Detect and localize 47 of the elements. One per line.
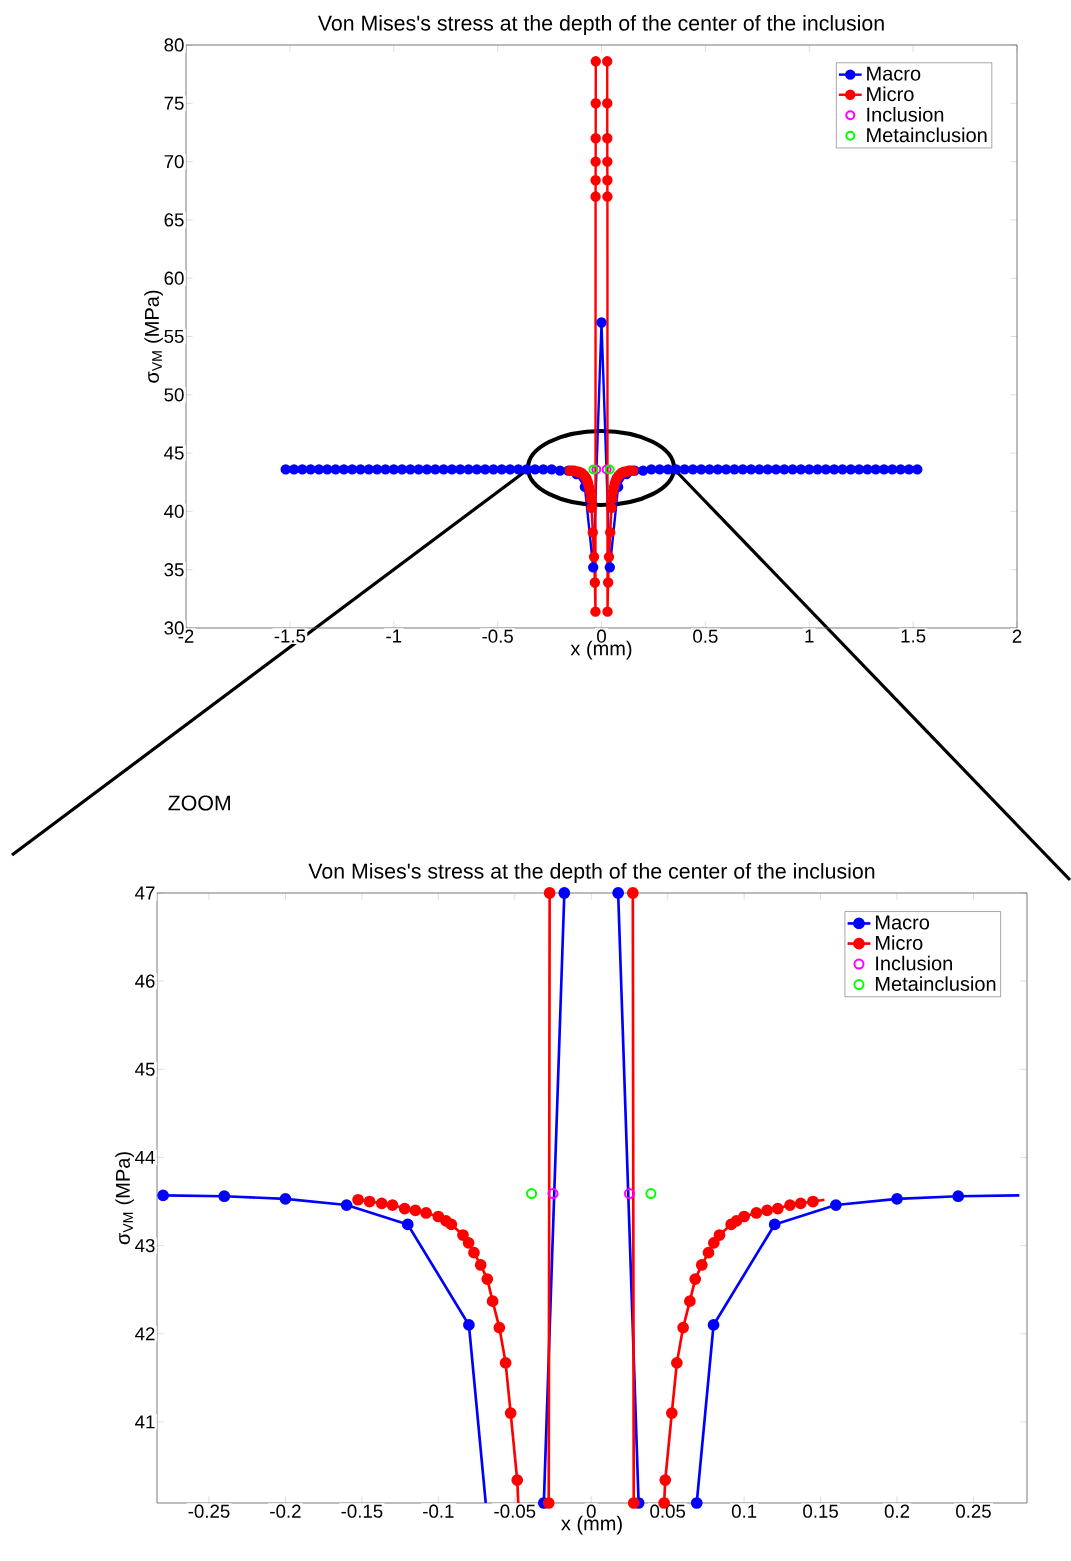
y-tick-label: 80	[164, 38, 184, 52]
y-tick-label: 46	[134, 974, 155, 988]
legend-label: Metainclusion	[875, 976, 996, 991]
y-tick-label: 45	[134, 1062, 155, 1076]
x-tick-label: 0.1	[731, 1504, 757, 1518]
legend-label: Inclusion	[876, 955, 952, 971]
legend-label: Macro	[867, 66, 921, 81]
x-tick-label: -0.15	[341, 1504, 383, 1518]
x-tick-label: -1.5	[274, 629, 306, 643]
y-axis-title: σ$_{VM}$ (MPa)	[115, 1152, 134, 1245]
y-tick-label: 43	[134, 1238, 155, 1253]
x-tick-label: -0.2	[270, 1504, 301, 1518]
legend-label: Macro	[875, 915, 930, 930]
x-tick-label: -0.5	[482, 629, 513, 643]
x-tick-label: 1.5	[901, 629, 926, 643]
x-tick-label: -1	[386, 629, 402, 643]
y-tick-label: 40	[163, 504, 184, 519]
y-tick-label: 42	[134, 1327, 155, 1341]
y-tick-label: 47	[134, 886, 155, 900]
chart-title: Von Mises's stress at the depth of the center of the inclusion	[308, 863, 875, 883]
y-tick-label: 55	[164, 329, 184, 344]
x-tick-label: -0.25	[188, 1504, 230, 1518]
x-tick-label: 0.05	[650, 1504, 685, 1518]
y-tick-label: 65	[164, 213, 184, 227]
y-tick-label: 35	[164, 563, 184, 577]
x-tick-label: -0.1	[423, 1504, 454, 1518]
x-tick-label: 0.5	[693, 629, 718, 643]
y-tick-label: 44	[134, 1151, 155, 1164]
x-tick-label: 2	[1012, 629, 1022, 643]
x-tick-label: 1	[805, 629, 814, 643]
x-tick-label: 0.2	[884, 1504, 910, 1518]
y-tick-label: 50	[164, 388, 184, 402]
legend-label: Micro	[867, 86, 914, 102]
text: ZOOM	[168, 795, 230, 811]
y-tick-label: 60	[164, 271, 184, 285]
legend-label: Metainclusion	[867, 127, 987, 143]
y-tick-label: 45	[163, 446, 184, 460]
y-axis-title: σ$_{VM}$ (MPa)	[144, 290, 163, 383]
x-tick-label: -0.05	[494, 1504, 536, 1518]
chart-title: Von Mises's stress at the depth of the center of the inclusion	[317, 15, 884, 35]
x-tick-label: 0.25	[955, 1504, 991, 1518]
y-tick-label: 41	[134, 1415, 155, 1429]
legend-label: Micro	[875, 935, 923, 950]
y-tick-label: 70	[164, 154, 184, 169]
legend-label: Inclusion	[867, 107, 944, 122]
x-tick-label: 0.15	[803, 1504, 838, 1518]
y-tick-label: 75	[164, 96, 184, 110]
